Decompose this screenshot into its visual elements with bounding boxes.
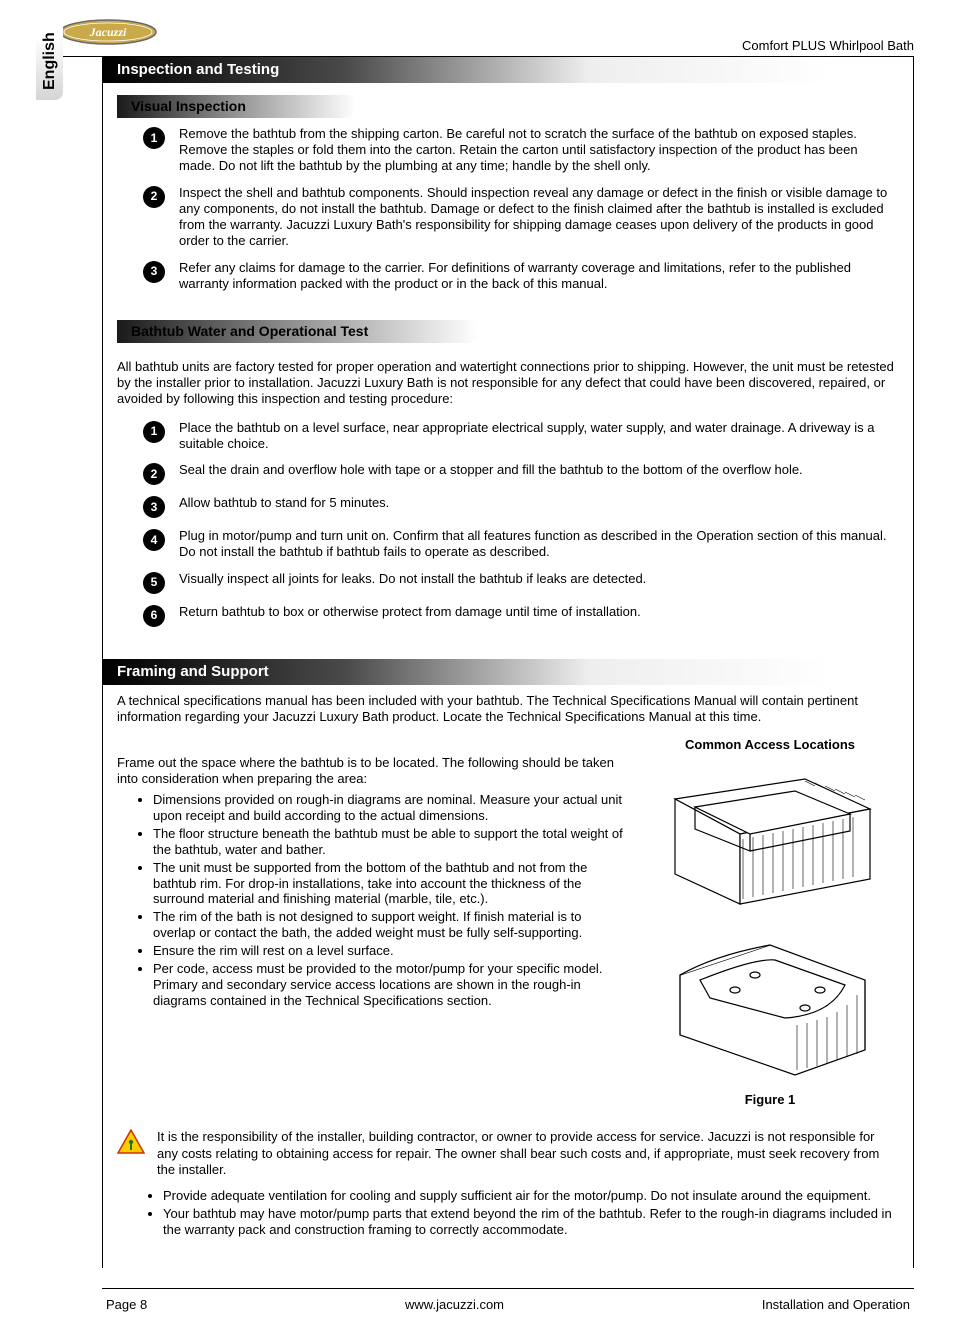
- framing-bullets: Dimensions provided on rough-in diagrams…: [153, 792, 627, 1008]
- frame-intro: Frame out the space where the bathtub is…: [117, 755, 627, 786]
- figure-1-bottom: [645, 920, 895, 1084]
- step: 2 Inspect the shell and bathtub componen…: [143, 185, 895, 250]
- list-item: Dimensions provided on rough-in diagrams…: [153, 792, 627, 824]
- figure-top-title: Common Access Locations: [645, 737, 895, 753]
- framing-left-col: Frame out the space where the bathtub is…: [117, 737, 627, 1113]
- step-text: Refer any claims for damage to the carri…: [179, 260, 895, 293]
- subsection-water-test: Bathtub Water and Operational Test: [117, 320, 478, 343]
- step-number-icon: 6: [143, 605, 165, 627]
- step: 3 Refer any claims for damage to the car…: [143, 260, 895, 293]
- content-frame: Inspection and Testing Visual Inspection…: [102, 57, 914, 1268]
- step-text: Remove the bathtub from the shipping car…: [179, 126, 895, 175]
- step: 4 Plug in motor/pump and turn unit on. Co…: [143, 528, 895, 561]
- footer-doc: Installation and Operation: [762, 1297, 910, 1313]
- list-item: The unit must be supported from the bott…: [153, 860, 627, 908]
- step-number-icon: 1: [143, 127, 165, 149]
- list-item: The rim of the bath is not designed to s…: [153, 909, 627, 941]
- list-item: Per code, access must be provided to the…: [153, 961, 627, 1009]
- figure-1-top: [645, 759, 895, 913]
- step: 1 Place the bathtub on a level surface, n…: [143, 420, 895, 453]
- step-text: Plug in motor/pump and turn unit on. Con…: [179, 528, 895, 561]
- page-footer: Page 8 www.jacuzzi.com Installation and …: [102, 1288, 914, 1313]
- step: 1 Remove the bathtub from the shipping c…: [143, 126, 895, 175]
- step-text: Inspect the shell and bathtub components…: [179, 185, 895, 250]
- svg-text:Jacuzzi: Jacuzzi: [89, 25, 127, 39]
- warning-icon: [117, 1129, 145, 1159]
- figure-label: Figure 1: [645, 1092, 895, 1108]
- framing-intro: A technical specifications manual has be…: [117, 693, 895, 726]
- framing-right-col: Common Access Locations: [645, 737, 895, 1113]
- water-test-intro: All bathtub units are factory tested for…: [117, 359, 895, 408]
- subsection-visual: Visual Inspection: [117, 95, 356, 118]
- product-name: Comfort PLUS Whirlpool Bath: [742, 38, 914, 54]
- step: 2 Seal the drain and overflow hole with t…: [143, 462, 895, 485]
- step-text: Visually inspect all joints for leaks. D…: [179, 571, 895, 587]
- step-number-icon: 3: [143, 261, 165, 283]
- step-text: Seal the drain and overflow hole with ta…: [179, 462, 895, 478]
- section-title-framing: Framing and Support: [103, 659, 913, 685]
- step-number-icon: 3: [143, 496, 165, 518]
- step-text: Allow bathtub to stand for 5 minutes.: [179, 495, 895, 511]
- footer-page: Page 8: [106, 1297, 147, 1313]
- list-item: Ensure the rim will rest on a level surf…: [153, 943, 627, 959]
- step: 5 Visually inspect all joints for leaks. …: [143, 571, 895, 594]
- section-title-inspection: Inspection and Testing: [103, 57, 913, 83]
- step-text: Return bathtub to box or otherwise prote…: [179, 604, 895, 620]
- step-number-icon: 5: [143, 572, 165, 594]
- language-tab: English: [36, 10, 63, 100]
- step-number-icon: 2: [143, 186, 165, 208]
- list-item: Your bathtub may have motor/pump parts t…: [163, 1206, 895, 1238]
- post-warning-bullets: Provide adequate ventilation for cooling…: [163, 1188, 895, 1238]
- step: 3 Allow bathtub to stand for 5 minutes.: [143, 495, 895, 518]
- warning-text: It is the responsibility of the installe…: [157, 1129, 895, 1178]
- framing-two-column: Frame out the space where the bathtub is…: [117, 737, 895, 1113]
- warning-row: It is the responsibility of the installe…: [117, 1129, 895, 1178]
- list-item: Provide adequate ventilation for cooling…: [163, 1188, 895, 1204]
- step-number-icon: 1: [143, 421, 165, 443]
- list-item: The floor structure beneath the bathtub …: [153, 826, 627, 858]
- step: 6 Return bathtub to box or otherwise prot…: [143, 604, 895, 627]
- visual-steps: 1 Remove the bathtub from the shipping c…: [143, 126, 895, 292]
- water-steps: 1 Place the bathtub on a level surface, n…: [143, 420, 895, 627]
- step-number-icon: 4: [143, 529, 165, 551]
- page: Jacuzzi Comfort PLUS Whirlpool Bath Engl…: [0, 0, 954, 1342]
- step-text: Place the bathtub on a level surface, ne…: [179, 420, 895, 453]
- brand-logo: Jacuzzi: [58, 18, 158, 46]
- step-number-icon: 2: [143, 463, 165, 485]
- footer-url: www.jacuzzi.com: [405, 1297, 504, 1313]
